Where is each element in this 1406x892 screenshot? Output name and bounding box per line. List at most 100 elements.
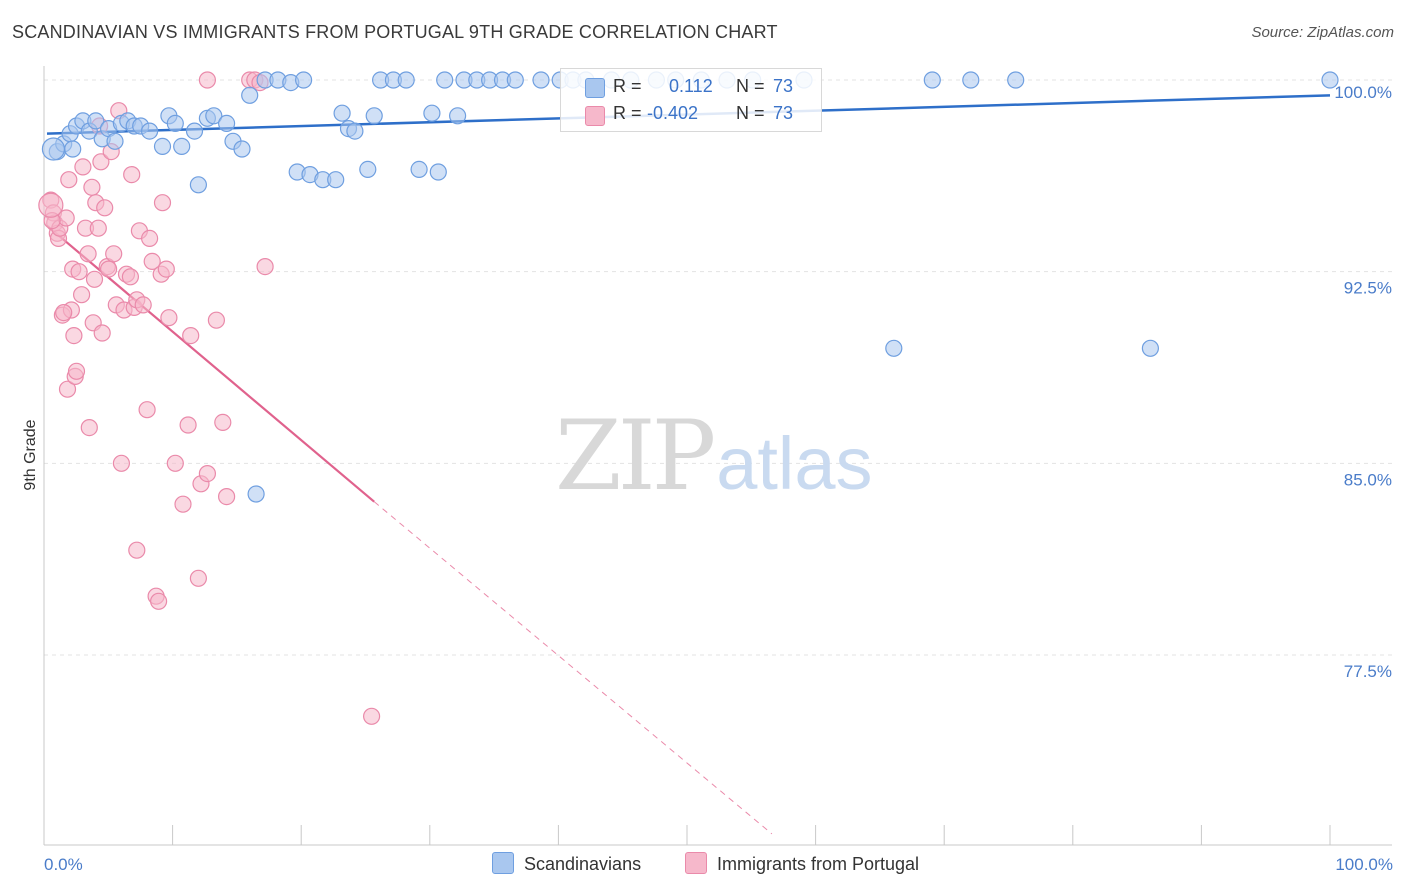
portugal-point (198, 71, 216, 89)
legend-item-portugal[interactable]: Immigrants from Portugal (685, 852, 919, 875)
portugal-point (72, 286, 91, 304)
portugal-point (79, 245, 97, 263)
legend-n-label: N = (736, 103, 765, 123)
data-points (38, 71, 1339, 725)
scandinavians-point (397, 71, 415, 89)
scandinavians-point (449, 107, 467, 125)
x-tick-label: 0.0% (44, 855, 83, 874)
scandinavians-point (410, 160, 428, 178)
legend-swatch-blue (585, 78, 605, 98)
watermark: ZIPatlas (555, 400, 873, 512)
legend-swatch-pink (585, 106, 605, 126)
portugal-point (96, 199, 114, 217)
legend-label-scandinavians: Scandinavians (524, 854, 642, 874)
scandinavians-point (962, 71, 980, 89)
y-tick-label: 100.0% (1334, 83, 1392, 102)
portugal-point (150, 592, 168, 610)
watermark-atlas: atlas (716, 422, 873, 505)
portugal-point (80, 419, 98, 437)
portugal-point (363, 707, 381, 725)
portugal-point (189, 569, 207, 587)
portugal-point (83, 178, 101, 196)
scandinavians-point (436, 71, 454, 89)
portugal-point (207, 311, 225, 329)
portugal-point (218, 488, 236, 506)
portugal-trend-extension (373, 501, 773, 835)
scandinavians-point (885, 339, 903, 357)
axes (43, 66, 1392, 846)
source-label: Source: ZipAtlas.com (1251, 24, 1394, 41)
portugal-point (93, 324, 111, 342)
portugal-point (128, 541, 146, 559)
portugal-point (160, 309, 178, 327)
portugal-point (198, 465, 216, 483)
legend-swatch-pink (685, 852, 707, 874)
scandinavians-point (247, 485, 265, 503)
scandinavians-point (64, 140, 82, 158)
portugal-trend-line (46, 224, 375, 503)
portugal-point (123, 166, 141, 184)
chart-title: SCANDINAVIAN VS IMMIGRANTS FROM PORTUGAL… (12, 22, 778, 42)
legend-n-value: 73 (773, 103, 794, 123)
scandinavians-point (295, 71, 313, 89)
portugal-point (143, 252, 161, 270)
portugal-point (70, 263, 88, 281)
watermark-zip: ZIP (555, 400, 716, 512)
legend-swatch-blue (492, 852, 514, 874)
portugal-point (89, 219, 107, 237)
portugal-point (58, 380, 77, 398)
portugal-point (105, 245, 123, 263)
portugal-point (60, 171, 78, 189)
scandinavians-point (166, 114, 184, 133)
x-tick-label: 100.0% (1335, 855, 1393, 874)
scandinavians-point (141, 122, 159, 140)
scandinavians-point (423, 104, 441, 122)
scandinavians-point (923, 71, 941, 89)
scandinavians-point (333, 104, 351, 122)
scandinavians-point (365, 107, 383, 125)
portugal-point (256, 258, 274, 276)
portugal-point (174, 495, 192, 513)
portugal-point (179, 416, 197, 434)
portugal-point (55, 304, 73, 322)
portugal-point (166, 454, 184, 472)
portugal-point (141, 229, 159, 247)
portugal-point (134, 296, 152, 314)
scandinavians-point (87, 112, 105, 130)
scandinavians-point (218, 114, 236, 133)
gridlines (44, 79, 1392, 656)
portugal-point (99, 260, 118, 278)
portugal-point (74, 158, 92, 176)
scandinavians-point (241, 86, 259, 104)
scandinavians-point (1321, 71, 1339, 89)
scandinavians-point (205, 107, 223, 125)
legend-r-label: R = (613, 103, 642, 123)
legend-r-value: -0.402 (647, 103, 699, 123)
portugal-point (38, 192, 64, 218)
legend-item-scandinavians[interactable]: Scandinavians (492, 852, 641, 875)
scandinavians-point (185, 122, 204, 140)
scandinavians-point (1141, 339, 1160, 357)
portugal-point (138, 401, 156, 419)
scandinavians-point (153, 137, 172, 155)
legend-n-label: N = (736, 76, 765, 96)
scandinavians-point (532, 71, 550, 89)
scandinavians-point (429, 163, 447, 181)
y-tick-label: 77.5% (1344, 662, 1392, 681)
scandinavians-point (189, 176, 207, 194)
correlation-legend: R = 0.112 N = 73 R = -0.402 N = 73 (560, 68, 822, 132)
portugal-point (182, 327, 200, 345)
scandinavians-point (173, 137, 191, 155)
portugal-point (157, 260, 175, 278)
legend-n-value: 73 (773, 76, 794, 96)
scandinavians-point (506, 71, 524, 89)
scandinavians-point (359, 160, 377, 178)
scandinavians-point (41, 137, 66, 161)
tick-labels: 77.5% 85.0% 92.5% 100.0% 0.0% 100.0% (44, 83, 1393, 874)
y-axis-label: 9th Grade (22, 419, 39, 490)
portugal-point (92, 153, 110, 171)
portugal-point (112, 454, 131, 472)
scandinavians-point (233, 140, 251, 158)
scandinavians-point (106, 132, 124, 150)
portugal-point (153, 194, 172, 212)
